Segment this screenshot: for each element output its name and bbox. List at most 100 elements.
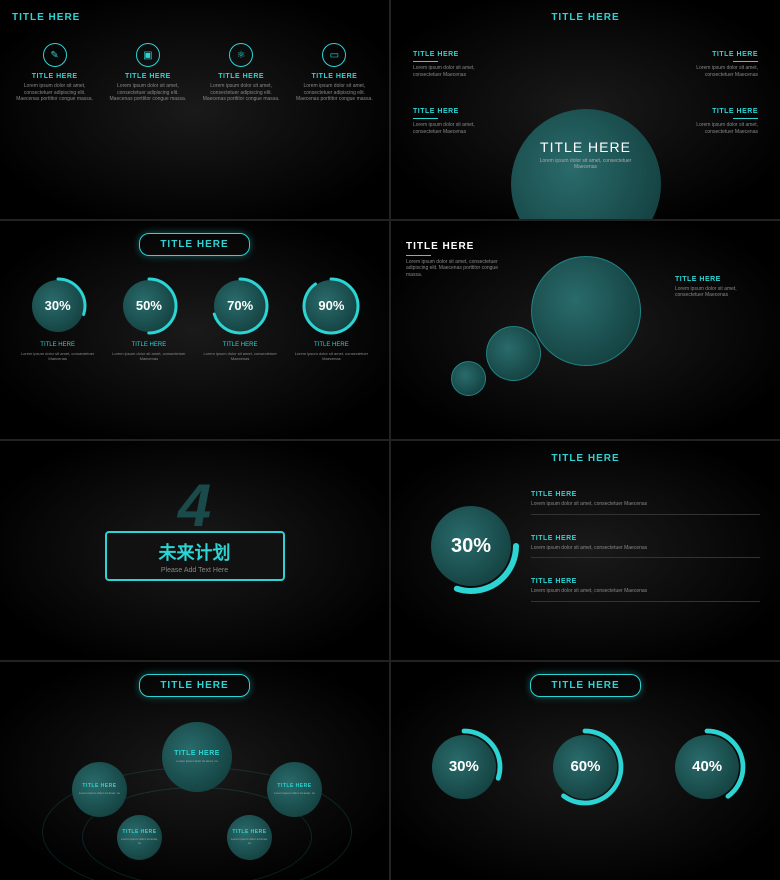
box-icon: ▣ <box>136 43 160 67</box>
ring-pct: 30% <box>421 496 521 596</box>
ring-body: Lorem ipsum dolor sit amet, consectetuer… <box>103 351 194 361</box>
ring-item: 30% TITLE HERE Lorem ipsum dolor sit ame… <box>12 276 103 361</box>
pencil-icon: ✎ <box>43 43 67 67</box>
progress-ring: 50% <box>119 276 179 336</box>
item-1: TITLE HERE Lorem ipsum dolor sit amet, c… <box>413 51 503 78</box>
item-title: TITLE HERE <box>413 108 503 115</box>
orbit-bubble: TITLE HERE Lorem ipsum dolor sit amet, c… <box>227 815 272 860</box>
line-title: TITLE HERE <box>531 491 760 498</box>
line-body: Lorem ipsum dolor sit amet, consectetuer… <box>531 501 760 508</box>
slide-8: TITLE HERE 30% 60% 40% <box>391 662 780 880</box>
progress-ring: 30% <box>28 276 88 336</box>
panel-sub: Please Add Text Here <box>161 567 228 574</box>
title-wrap: TITLE HERE <box>12 674 377 697</box>
ring-item: 50% TITLE HERE Lorem ipsum dolor sit ame… <box>103 276 194 361</box>
col-body: Lorem ipsum dolor sit amet, consectetuer… <box>12 83 97 103</box>
ring-pct: 90% <box>301 276 361 336</box>
progress-ring: 40% <box>667 727 747 807</box>
item-title: TITLE HERE <box>413 51 503 58</box>
icon-columns: ✎ TITLE HERE Lorem ipsum dolor sit amet,… <box>12 43 377 103</box>
line-title: TITLE HERE <box>531 578 760 585</box>
left-block: TITLE HERE Lorem ipsum dolor sit amet, c… <box>406 241 506 279</box>
col-4: ▭ TITLE HERE Lorem ipsum dolor sit amet,… <box>292 43 377 103</box>
bubble-body: Lorem ipsum dolor sit amet, co <box>176 760 217 764</box>
left-title: TITLE HERE <box>406 241 506 252</box>
ring-label: TITLE HERE <box>286 342 377 348</box>
divider <box>733 118 758 119</box>
progress-ring: 30% <box>424 727 504 807</box>
item-body: Lorem ipsum dolor sit amet, consectetuer… <box>668 65 758 78</box>
orbit-bubble: TITLE HERE Lorem ipsum dolor sit amet, c… <box>162 722 232 792</box>
slide-title: TITLE HERE <box>403 12 768 23</box>
slide-3: TITLE HERE 30% TITLE HERE Lorem ipsum do… <box>0 221 389 440</box>
col-1: ✎ TITLE HERE Lorem ipsum dolor sit amet,… <box>12 43 97 103</box>
bubble-body: Lorem ipsum dolor sit amet, co <box>121 838 158 846</box>
ring-label: TITLE HERE <box>195 342 286 348</box>
slide-7: TITLE HERE TITLE HERE Lorem ipsum dolor … <box>0 662 389 880</box>
orbit-bubble: TITLE HERE Lorem ipsum dolor sit amet, c… <box>267 762 322 817</box>
atom-icon: ⚛ <box>229 43 253 67</box>
bubble-title: TITLE HERE <box>122 829 156 835</box>
slide-title: TITLE HERE <box>139 674 249 697</box>
item-title: TITLE HERE <box>668 51 758 58</box>
ring-item: 70% TITLE HERE Lorem ipsum dolor sit ame… <box>195 276 286 361</box>
slide-title: TITLE HERE <box>403 453 768 464</box>
ring-body: Lorem ipsum dolor sit amet, consectetuer… <box>195 351 286 361</box>
circle-title: TITLE HERE <box>540 139 631 155</box>
bubble <box>451 361 486 396</box>
ring-item: 90% TITLE HERE Lorem ipsum dolor sit ame… <box>286 276 377 361</box>
section-number: 4 <box>178 471 211 540</box>
slide-grid: TITLE HERE ✎ TITLE HERE Lorem ipsum dolo… <box>0 0 780 880</box>
divider <box>413 61 438 62</box>
right-title: TITLE HERE <box>675 276 765 283</box>
line-body: Lorem ipsum dolor sit amet, consectetuer… <box>531 545 760 552</box>
bubble-body: Lorem ipsum dolor sit amet, co <box>231 838 268 846</box>
orbit-arena: TITLE HERE Lorem ipsum dolor sit amet, c… <box>12 707 377 847</box>
bubble-title: TITLE HERE <box>82 783 116 789</box>
col-title: TITLE HERE <box>105 73 190 80</box>
circle-body: Lorem ipsum dolor sit amet, consectetuer… <box>511 158 661 171</box>
item-body: Lorem ipsum dolor sit amet, consectetuer… <box>668 122 758 135</box>
col-title: TITLE HERE <box>12 73 97 80</box>
ring-pct: 40% <box>667 727 747 807</box>
col-body: Lorem ipsum dolor sit amet, consectetuer… <box>292 83 377 103</box>
right-block: TITLE HERE Lorem ipsum dolor sit amet, c… <box>675 276 765 299</box>
title-panel: 未来计划 Please Add Text Here <box>105 531 285 581</box>
item-body: Lorem ipsum dolor sit amet, consectetuer… <box>413 122 503 135</box>
bubble-title: TITLE HERE <box>277 783 311 789</box>
bubble <box>531 256 641 366</box>
progress-ring: 90% <box>301 276 361 336</box>
ring-pct: 50% <box>119 276 179 336</box>
bubble-title: TITLE HERE <box>232 829 266 835</box>
ring-label: TITLE HERE <box>103 342 194 348</box>
col-body: Lorem ipsum dolor sit amet, consectetuer… <box>105 83 190 103</box>
col-body: Lorem ipsum dolor sit amet, consectetuer… <box>199 83 284 103</box>
divider <box>733 61 758 62</box>
ring-pct: 60% <box>545 727 625 807</box>
line-item: TITLE HERE Lorem ipsum dolor sit amet, c… <box>531 578 760 602</box>
slide-4: TITLE HERE Lorem ipsum dolor sit amet, c… <box>391 221 780 440</box>
ring-body: Lorem ipsum dolor sit amet, consectetuer… <box>12 351 103 361</box>
rect-icon: ▭ <box>322 43 346 67</box>
line-body: Lorem ipsum dolor sit amet, consectetuer… <box>531 588 760 595</box>
item-body: Lorem ipsum dolor sit amet, consectetuer… <box>413 65 503 78</box>
bubble-body: Lorem ipsum dolor sit amet, co <box>79 792 120 796</box>
slide-2: TITLE HERE TITLE HERE Lorem ipsum dolor … <box>391 0 780 219</box>
progress-ring: 70% <box>210 276 270 336</box>
bubble <box>486 326 541 381</box>
left-body: Lorem ipsum dolor sit amet, consectetuer… <box>406 259 506 279</box>
orbit-bubble: TITLE HERE Lorem ipsum dolor sit amet, c… <box>117 815 162 860</box>
col-3: ⚛ TITLE HERE Lorem ipsum dolor sit amet,… <box>199 43 284 103</box>
ring-row: 30% TITLE HERE Lorem ipsum dolor sit ame… <box>12 276 377 361</box>
item-title: TITLE HERE <box>668 108 758 115</box>
line-items: TITLE HERE Lorem ipsum dolor sit amet, c… <box>531 491 760 622</box>
title-wrap: TITLE HERE <box>403 674 768 697</box>
ring-pct: 30% <box>28 276 88 336</box>
col-title: TITLE HERE <box>292 73 377 80</box>
slide-title: TITLE HERE <box>12 12 377 23</box>
slide-6: TITLE HERE 30% TITLE HERE Lorem ipsum do… <box>391 441 780 660</box>
ring-pct: 70% <box>210 276 270 336</box>
col-2: ▣ TITLE HERE Lorem ipsum dolor sit amet,… <box>105 43 190 103</box>
ring-pct: 30% <box>424 727 504 807</box>
divider <box>413 118 438 119</box>
